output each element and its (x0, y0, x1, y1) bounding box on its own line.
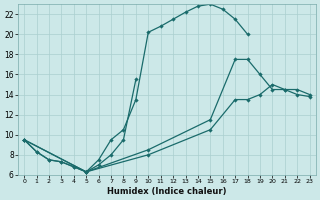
X-axis label: Humidex (Indice chaleur): Humidex (Indice chaleur) (107, 187, 227, 196)
